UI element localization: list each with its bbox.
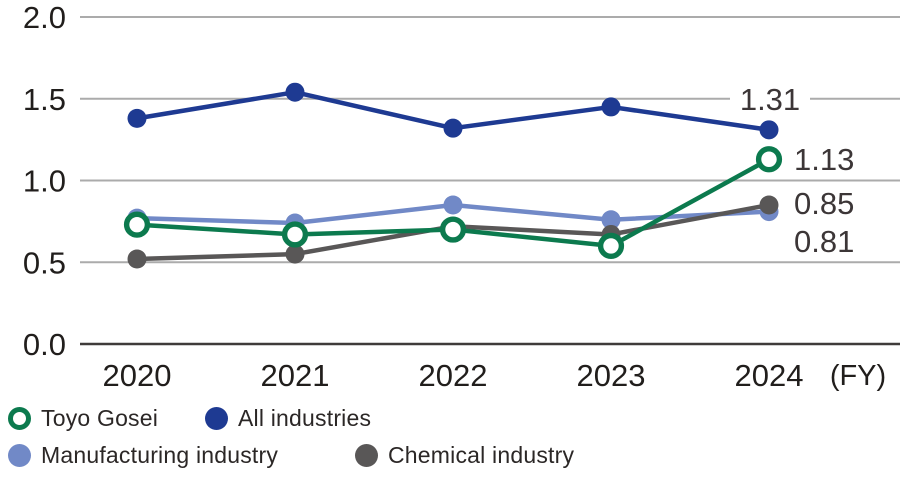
series-point-all-industries: [285, 82, 305, 102]
series-point-chemical-industry: [759, 195, 779, 215]
legend-label-all-industries: All industries: [238, 405, 372, 431]
series-point-toyo-gosei: [597, 232, 625, 259]
value-label: 0.85: [794, 186, 854, 221]
legend-item-manufacturing-industry: Manufacturing industry: [8, 444, 278, 467]
series-point-chemical-industry: [127, 249, 147, 269]
value-label: 1.31: [740, 82, 800, 117]
value-label: 0.81: [794, 224, 854, 259]
y-tick-label: 0.5: [23, 245, 66, 280]
series-point-toyo-gosei: [755, 146, 783, 173]
x-tick-label: 2020: [103, 358, 172, 393]
x-tick-label: 2024: [735, 358, 804, 393]
series-point-all-industries: [601, 97, 621, 117]
legend-label-toyo-gosei: Toyo Gosei: [41, 405, 159, 431]
legend: Toyo Gosei All industries Manufacturing …: [0, 398, 900, 479]
chemical-industry-circle-marker: [355, 444, 378, 467]
x-tick-label: 2022: [419, 358, 488, 393]
toyo-gosei-open-circle-marker: [8, 407, 31, 430]
series-point-manufacturing-industry: [601, 210, 621, 230]
chart-plot-area: 0.0 0.5 1.0 1.5 2.0 2020 2021 2022 2023 2024 (FY) 1…: [23, 0, 900, 393]
manufacturing-industry-circle-marker: [8, 444, 31, 467]
legend-label-manufacturing-industry: Manufacturing industry: [41, 442, 279, 468]
fy-unit-label: (FY): [830, 360, 886, 392]
y-tick-label: 1.0: [23, 164, 66, 199]
legend-item-all-industries: All industries: [205, 407, 371, 430]
y-tick-label: 1.5: [23, 82, 66, 117]
legend-item-toyo-gosei: Toyo Gosei: [8, 407, 158, 430]
legend-item-chemical-industry: Chemical industry: [355, 444, 574, 467]
series-point-toyo-gosei: [123, 211, 151, 238]
series-point-chemical-industry: [285, 244, 305, 264]
series-point-all-industries: [759, 120, 779, 140]
series-point-all-industries: [127, 108, 147, 128]
legend-label-chemical-industry: Chemical industry: [388, 442, 575, 468]
value-label: 1.13: [794, 142, 854, 177]
x-tick-label: 2021: [261, 358, 330, 393]
value-label-backing: [730, 79, 810, 118]
y-tick-label: 0.0: [23, 327, 66, 362]
series-point-toyo-gosei: [439, 216, 467, 243]
y-tick-label: 2.0: [23, 0, 66, 35]
x-tick-label: 2023: [577, 358, 646, 393]
series-point-toyo-gosei: [281, 221, 309, 248]
all-industries-circle-marker: [205, 407, 228, 430]
series-point-manufacturing-industry: [443, 195, 463, 215]
series-point-all-industries: [443, 118, 463, 138]
